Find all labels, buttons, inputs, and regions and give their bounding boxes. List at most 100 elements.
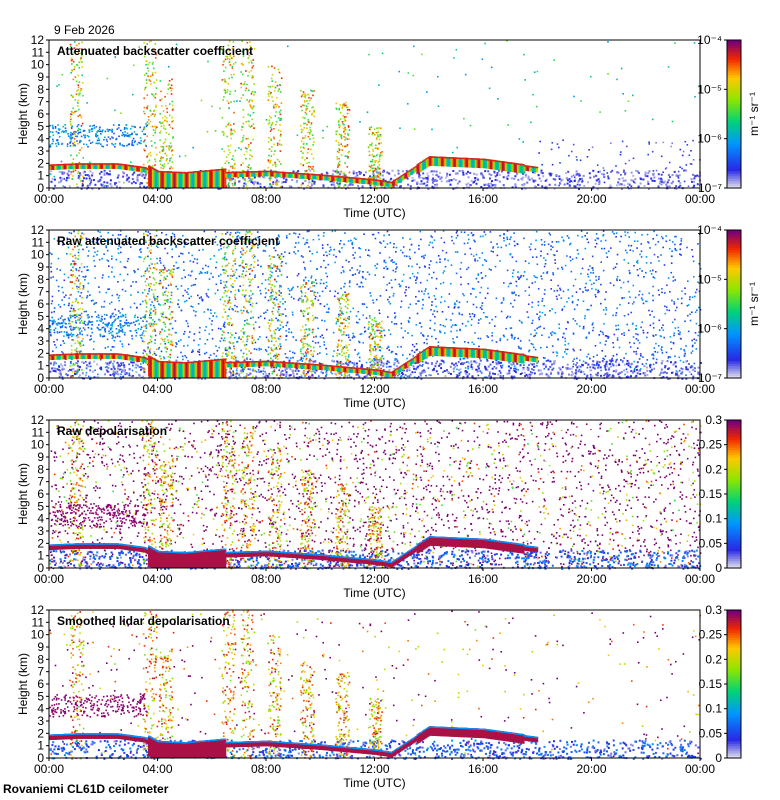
x-tick-label: 08:00 [251, 382, 281, 396]
colorbar-tick-label: 10⁻⁷ [698, 371, 722, 385]
y-tick-label: 9 [37, 70, 44, 84]
y-tick-label: 1 [37, 549, 44, 563]
y-tick-label: 6 [37, 487, 44, 501]
y-tick-label: 10 [31, 58, 45, 72]
y-tick-label: 4 [37, 322, 44, 336]
colorbar-tick-label: 0.2 [705, 462, 722, 476]
y-tick-label: 8 [37, 652, 44, 666]
y-tick-label: 10 [31, 628, 45, 642]
y-axis-label: Height (km) [16, 463, 30, 525]
colorbar-tick-label: 10⁻⁵ [697, 82, 722, 96]
x-axis-label: Time (UTC) [343, 206, 405, 220]
y-axis-label: Height (km) [16, 653, 30, 715]
x-tick-label: 12:00 [359, 192, 389, 206]
y-tick-label: 7 [37, 95, 44, 109]
y-tick-label: 10 [31, 438, 45, 452]
y-tick-label: 4 [37, 132, 44, 146]
y-tick-label: 8 [37, 82, 44, 96]
y-axis-label: Height (km) [16, 273, 30, 335]
colorbar-tick-label: 0.15 [699, 487, 723, 501]
y-tick-label: 10 [31, 248, 45, 262]
colorbar-tick-label: 0.05 [699, 536, 723, 550]
x-tick-label: 20:00 [576, 192, 606, 206]
y-tick-label: 8 [37, 272, 44, 286]
y-tick-label: 12 [31, 33, 45, 47]
y-tick-label: 5 [37, 119, 44, 133]
y-tick-label: 6 [37, 107, 44, 121]
colorbar-unit: m⁻¹ sr⁻¹ [747, 92, 761, 136]
x-axis-label: Time (UTC) [343, 586, 405, 600]
colorbar-tick-label: 0.15 [699, 677, 723, 691]
x-tick-label: 00:00 [34, 192, 64, 206]
colorbar-tick-label: 0.2 [705, 652, 722, 666]
y-axis-label: Height (km) [16, 83, 30, 145]
colorbar-tick-label: 0.3 [705, 413, 722, 427]
colorbar-tick-label: 10⁻⁶ [697, 132, 722, 146]
y-tick-label: 1 [37, 359, 44, 373]
colorbar-tick-label: 0 [715, 561, 722, 575]
panel-title: Raw depolarisation [57, 424, 167, 438]
colorbar: 10⁻⁷ 10⁻⁶ 10⁻⁵ 10⁻⁴ m⁻¹ sr⁻¹ [697, 33, 761, 195]
colorbar-tick-label: 0 [715, 751, 722, 765]
colorbar-tick-label: 10⁻⁷ [698, 181, 722, 195]
y-tick-label: 9 [37, 640, 44, 654]
y-tick-label: 2 [37, 726, 44, 740]
x-tick-label: 00:00 [685, 382, 715, 396]
panel-title: Smoothed lidar depolarisation [57, 614, 230, 628]
colorbar-tick-label: 0.25 [699, 438, 723, 452]
y-tick-label: 5 [37, 309, 44, 323]
plot-area [49, 40, 700, 188]
heatmap-field [49, 230, 702, 380]
colorbar-tick-label: 0.25 [699, 628, 723, 642]
y-tick-label: 3 [37, 144, 44, 158]
y-tick-label: 5 [37, 689, 44, 703]
x-tick-label: 00:00 [34, 572, 64, 586]
y-tick-label: 11 [32, 615, 45, 629]
x-tick-label: 00:00 [685, 192, 715, 206]
y-tick-label: 7 [37, 475, 44, 489]
heatmap-field [49, 40, 702, 190]
y-tick-label: 2 [37, 346, 44, 360]
y-tick-label: 3 [37, 714, 44, 728]
colorbar: 0 0.05 0.1 0.15 0.2 0.25 0.3 [699, 603, 742, 765]
heatmap-field [49, 420, 702, 570]
y-tick-label: 12 [31, 413, 45, 427]
colorbar-tick-label: 10⁻⁶ [697, 322, 722, 336]
colorbar-tick-label: 0.3 [705, 603, 722, 617]
y-tick-label: 1 [37, 169, 44, 183]
x-tick-label: 00:00 [34, 382, 64, 396]
x-tick-label: 16:00 [468, 762, 498, 776]
y-tick-label: 3 [37, 334, 44, 348]
y-tick-label: 3 [37, 524, 44, 538]
y-tick-label: 6 [37, 677, 44, 691]
y-tick-label: 12 [31, 223, 45, 237]
colorbar-tick-label: 10⁻⁴ [697, 33, 722, 47]
colorbar-tick-label: 0.05 [699, 726, 723, 740]
y-tick-label: 4 [37, 702, 44, 716]
y-tick-label: 0 [37, 561, 44, 575]
x-tick-label: 04:00 [142, 572, 172, 586]
panel-title: Raw attenuated backscatter coefficient [57, 234, 279, 248]
colorbar-unit: m⁻¹ sr⁻¹ [747, 282, 761, 326]
x-tick-label: 20:00 [576, 572, 606, 586]
date-label: 9 Feb 2026 [54, 23, 115, 37]
x-tick-label: 08:00 [251, 572, 281, 586]
y-tick-label: 7 [37, 285, 44, 299]
x-axis-label: Time (UTC) [343, 396, 405, 410]
y-tick-label: 8 [37, 462, 44, 476]
x-tick-label: 20:00 [576, 382, 606, 396]
colorbar: 0 0.05 0.1 0.15 0.2 0.25 0.3 [699, 413, 742, 575]
y-tick-label: 4 [37, 512, 44, 526]
y-tick-label: 9 [37, 450, 44, 464]
y-tick-label: 11 [32, 235, 45, 249]
x-tick-label: 04:00 [142, 382, 172, 396]
y-tick-label: 0 [37, 181, 44, 195]
colorbar-tick-label: 0.1 [705, 512, 722, 526]
colorbar-tick-label: 0.1 [705, 702, 722, 716]
panel-title: Attenuated backscatter coefficient [57, 44, 253, 58]
y-tick-label: 1 [37, 739, 44, 753]
x-tick-label: 00:00 [685, 762, 715, 776]
